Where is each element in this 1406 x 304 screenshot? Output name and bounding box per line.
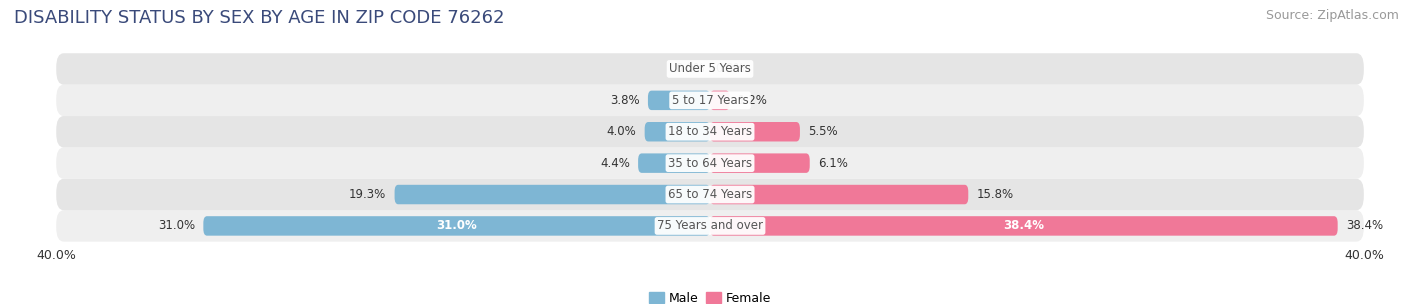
Text: 0.0%: 0.0% [714, 62, 745, 75]
Text: 1.2%: 1.2% [738, 94, 768, 107]
Text: 65 to 74 Years: 65 to 74 Years [668, 188, 752, 201]
FancyBboxPatch shape [710, 154, 810, 173]
Text: 18 to 34 Years: 18 to 34 Years [668, 125, 752, 138]
Text: 3.8%: 3.8% [610, 94, 640, 107]
Text: 38.4%: 38.4% [1346, 219, 1384, 233]
FancyBboxPatch shape [204, 216, 710, 236]
FancyBboxPatch shape [56, 116, 1364, 147]
Text: Under 5 Years: Under 5 Years [669, 62, 751, 75]
Text: 4.4%: 4.4% [600, 157, 630, 170]
FancyBboxPatch shape [56, 179, 1364, 210]
Text: 38.4%: 38.4% [1004, 219, 1045, 233]
Text: 75 Years and over: 75 Years and over [657, 219, 763, 233]
FancyBboxPatch shape [710, 91, 730, 110]
Legend: Male, Female: Male, Female [644, 287, 776, 304]
FancyBboxPatch shape [56, 210, 1364, 242]
Text: 0.0%: 0.0% [675, 62, 706, 75]
Text: 15.8%: 15.8% [976, 188, 1014, 201]
Text: 6.1%: 6.1% [818, 157, 848, 170]
Text: 35 to 64 Years: 35 to 64 Years [668, 157, 752, 170]
FancyBboxPatch shape [395, 185, 710, 204]
FancyBboxPatch shape [56, 85, 1364, 116]
Text: 19.3%: 19.3% [349, 188, 387, 201]
FancyBboxPatch shape [710, 122, 800, 141]
Text: 5 to 17 Years: 5 to 17 Years [672, 94, 748, 107]
FancyBboxPatch shape [648, 91, 710, 110]
Text: 4.0%: 4.0% [607, 125, 637, 138]
Text: 31.0%: 31.0% [157, 219, 195, 233]
FancyBboxPatch shape [56, 53, 1364, 85]
Text: 5.5%: 5.5% [808, 125, 838, 138]
Text: Source: ZipAtlas.com: Source: ZipAtlas.com [1265, 9, 1399, 22]
Text: 31.0%: 31.0% [436, 219, 477, 233]
FancyBboxPatch shape [638, 154, 710, 173]
FancyBboxPatch shape [56, 147, 1364, 179]
FancyBboxPatch shape [710, 185, 969, 204]
FancyBboxPatch shape [710, 216, 1337, 236]
Text: DISABILITY STATUS BY SEX BY AGE IN ZIP CODE 76262: DISABILITY STATUS BY SEX BY AGE IN ZIP C… [14, 9, 505, 27]
FancyBboxPatch shape [644, 122, 710, 141]
